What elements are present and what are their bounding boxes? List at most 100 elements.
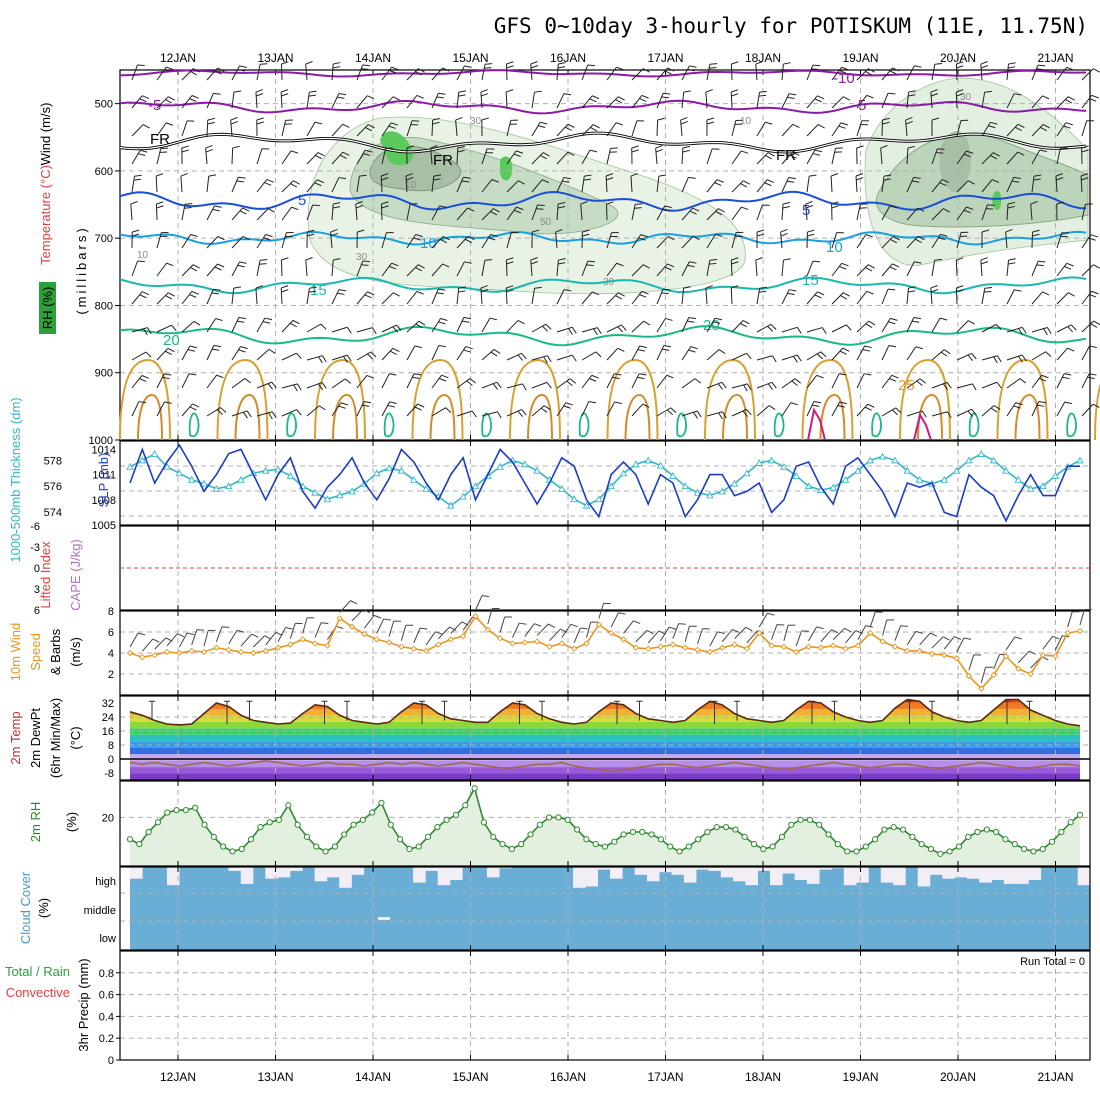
wind-barb-flag bbox=[558, 62, 566, 65]
wind-barb-flag bbox=[442, 235, 450, 241]
wind-barb-flag bbox=[192, 403, 200, 408]
wind-barb bbox=[831, 401, 841, 417]
wind-barb bbox=[681, 261, 690, 277]
wind-barb-flag bbox=[931, 117, 940, 121]
cloud-high-gap bbox=[314, 867, 328, 882]
thickness-marker bbox=[422, 484, 430, 492]
cloud-high-gap bbox=[240, 867, 254, 884]
wind-barb-flag bbox=[281, 285, 289, 289]
wind-barb bbox=[481, 148, 488, 165]
wind-barb-flag bbox=[782, 202, 791, 205]
wind-barb-flag bbox=[731, 61, 739, 65]
wind-barb-flag bbox=[293, 384, 298, 392]
wind-barb bbox=[556, 326, 573, 333]
wind-barb-flag bbox=[296, 409, 302, 416]
wind-barb bbox=[331, 123, 344, 137]
wind-barb bbox=[580, 204, 583, 221]
wind10-barb bbox=[795, 630, 803, 647]
rh-marker bbox=[881, 826, 888, 833]
wind-barb-flag bbox=[764, 182, 772, 187]
wind-barb-flag bbox=[595, 351, 602, 358]
wind-barb-flag bbox=[956, 93, 964, 97]
wind10-barb bbox=[561, 624, 572, 638]
slp-label: SLP (mb) bbox=[96, 453, 111, 508]
wind-barb-flag bbox=[663, 288, 671, 291]
wind-barb-flag bbox=[905, 120, 913, 125]
wind-barb-flag bbox=[530, 257, 538, 261]
wind-barb bbox=[1056, 232, 1063, 249]
rh-contour-70 bbox=[939, 131, 971, 193]
wind-barb-flag bbox=[366, 374, 374, 379]
thickness-marker bbox=[730, 479, 739, 487]
temp2m-tick-label: 8 bbox=[108, 740, 114, 752]
wind-barb bbox=[1006, 64, 1009, 81]
wind-barb-flag bbox=[1038, 401, 1047, 404]
wind-barb-flag bbox=[137, 153, 146, 157]
run-total: Run Total = 0 bbox=[1020, 956, 1085, 968]
wind-barb-flag bbox=[930, 289, 939, 293]
wind-barb-flag bbox=[216, 409, 223, 415]
rh-marker bbox=[145, 828, 152, 836]
wind-barb-flag bbox=[1090, 234, 1098, 238]
wind-barb-flag bbox=[831, 201, 839, 205]
wind-barb-flag bbox=[522, 383, 527, 391]
wind-barb-flag bbox=[683, 286, 691, 289]
wind-barb bbox=[906, 92, 910, 109]
wind-barb-flag bbox=[1046, 327, 1052, 334]
wind10-barb bbox=[586, 621, 592, 638]
wind-barb-flag bbox=[817, 124, 825, 129]
rh-marker bbox=[955, 843, 963, 850]
wind-speed-marker bbox=[916, 647, 923, 655]
wind-barb-flag bbox=[689, 261, 697, 264]
wind-speed-marker bbox=[262, 647, 269, 655]
wind-barb bbox=[381, 148, 387, 165]
wind-barb bbox=[131, 351, 147, 361]
wind-barb-flag bbox=[296, 352, 302, 359]
thickness-marker bbox=[854, 466, 862, 474]
wind10-barb bbox=[141, 638, 154, 652]
wind10-barb bbox=[845, 630, 857, 644]
wind-barb-flag bbox=[571, 327, 577, 334]
wind-speed-marker bbox=[213, 644, 220, 651]
wind-barb-flag bbox=[439, 377, 447, 382]
rh-marker bbox=[499, 841, 506, 848]
wind-barb-flag bbox=[413, 373, 422, 376]
wind-barb-flag bbox=[971, 408, 977, 416]
wind-barb-flag bbox=[480, 289, 489, 293]
wind-barb-flag bbox=[1013, 405, 1021, 409]
wind-barb bbox=[281, 352, 297, 361]
wind-barb-flag bbox=[1088, 237, 1096, 241]
wind-barb bbox=[631, 345, 641, 361]
wind-barb bbox=[231, 346, 242, 361]
wind-barb bbox=[581, 291, 593, 305]
wind-barb-flag bbox=[214, 266, 222, 271]
wind-barb bbox=[456, 177, 464, 193]
wind-barb bbox=[1030, 204, 1033, 221]
wind-barb-flag bbox=[788, 176, 796, 180]
wind-barb bbox=[581, 401, 590, 417]
thickness-marker bbox=[138, 456, 147, 464]
cloud-high-gap bbox=[351, 867, 365, 875]
wind-barb bbox=[381, 66, 392, 81]
wind10-barb bbox=[573, 627, 581, 643]
wind-barb-flag bbox=[939, 182, 947, 187]
wind-barb-flag bbox=[1042, 95, 1050, 100]
wind-barb bbox=[881, 288, 889, 305]
wind-barb bbox=[481, 411, 498, 417]
wind-barb-flag bbox=[706, 117, 715, 121]
wind-barb bbox=[180, 176, 183, 193]
wind-barb-flag bbox=[492, 383, 498, 390]
wind-barb bbox=[231, 288, 235, 305]
wind-barb-flag bbox=[534, 286, 542, 289]
rh-marker bbox=[369, 809, 376, 816]
wind-barb bbox=[906, 410, 923, 417]
wind10-barb-flag bbox=[732, 628, 740, 633]
wind-barb-flag bbox=[493, 208, 500, 213]
wind-barb bbox=[781, 289, 790, 305]
temp-band bbox=[130, 773, 1080, 780]
wind-barb-flag bbox=[839, 69, 847, 74]
wind-barb-flag bbox=[164, 350, 172, 356]
